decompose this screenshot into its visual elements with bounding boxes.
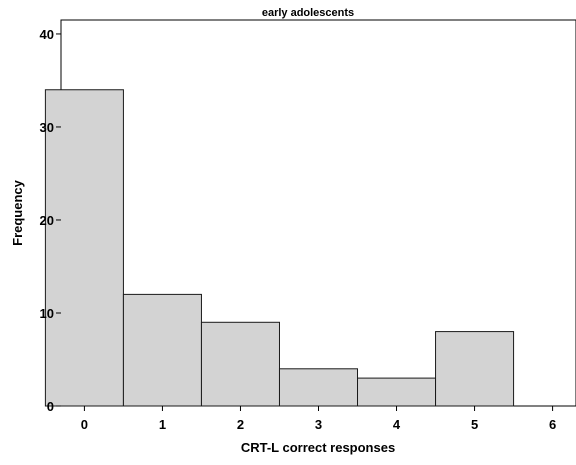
bar-1 xyxy=(122,293,202,407)
x-axis-label: CRT-L correct responses xyxy=(241,440,395,455)
x-tick-label-2: 2 xyxy=(237,417,244,432)
y-tick-label-10: 10 xyxy=(40,306,54,321)
y-tick-label-20: 20 xyxy=(40,213,54,228)
y-tick-label-30: 30 xyxy=(40,120,54,135)
bar-5 xyxy=(435,331,515,407)
y-axis: 0 10 20 30 40 xyxy=(40,27,61,414)
x-tick-label-0: 0 xyxy=(81,417,88,432)
x-axis: 0 1 2 3 4 5 6 xyxy=(81,406,556,432)
bar-3 xyxy=(278,368,359,407)
bar-4 xyxy=(357,377,437,407)
y-tick-label-0: 0 xyxy=(47,399,54,414)
y-axis-label: Frequency xyxy=(10,179,25,246)
bar-0 xyxy=(44,89,124,407)
bar-2 xyxy=(200,321,280,407)
x-tick-label-6: 6 xyxy=(549,417,556,432)
bars-group xyxy=(44,89,515,407)
y-tick-label-40: 40 xyxy=(40,27,54,42)
x-tick-label-4: 4 xyxy=(393,417,401,432)
chart-title: early adolescents xyxy=(262,7,354,19)
x-tick-label-1: 1 xyxy=(159,417,166,432)
x-tick-label-5: 5 xyxy=(471,417,478,432)
x-tick-label-3: 3 xyxy=(315,417,322,432)
